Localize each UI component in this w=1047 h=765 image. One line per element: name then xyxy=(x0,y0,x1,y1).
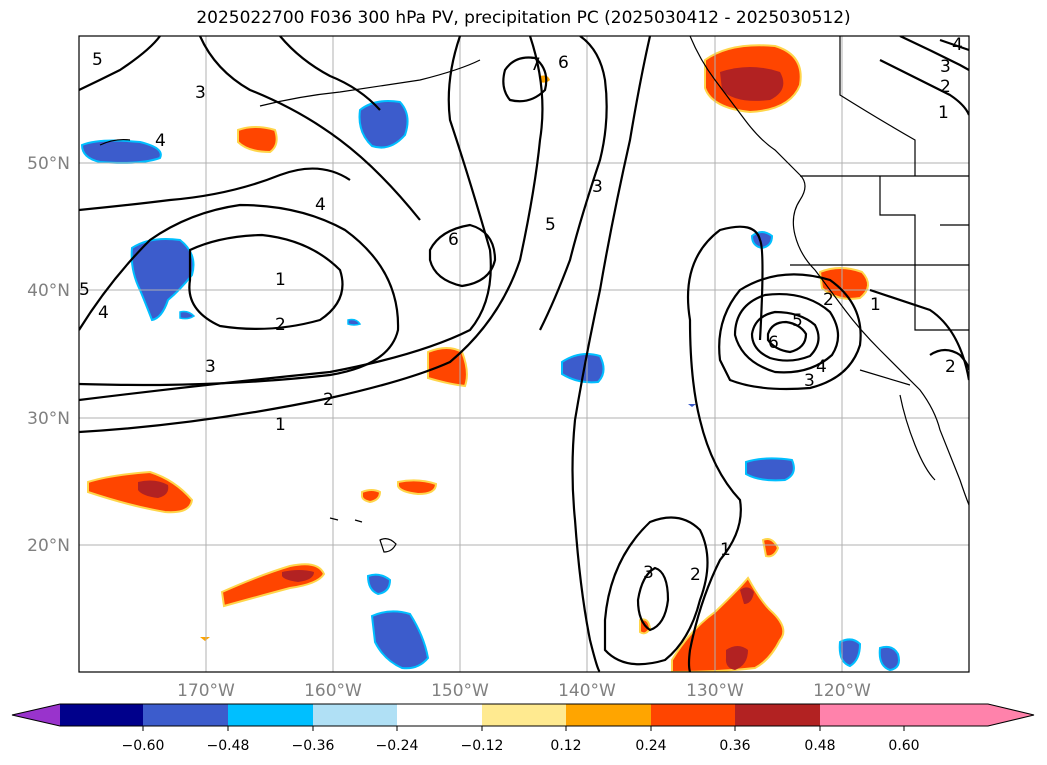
contour-label: 2 xyxy=(940,77,951,97)
colorbar-bin xyxy=(651,704,735,726)
contour-label: 5 xyxy=(792,311,803,331)
lat-label: 20°N xyxy=(27,536,70,556)
contour-label: 1 xyxy=(938,103,949,123)
lat-label: 30°N xyxy=(27,409,70,429)
plot-background xyxy=(79,36,969,672)
contour-label: 5 xyxy=(545,215,556,235)
colorbar-tick-label: −0.48 xyxy=(207,738,250,754)
colorbar-tick-label: −0.36 xyxy=(292,738,335,754)
colorbar-bin xyxy=(735,704,820,726)
colorbar-tick-label: −0.24 xyxy=(376,738,419,754)
contour-label: 1 xyxy=(720,540,731,560)
lat-label: 50°N xyxy=(27,154,70,174)
contour-label: 2 xyxy=(323,390,334,410)
lat-axis-labels: 50°N 40°N 30°N 20°N xyxy=(27,154,70,556)
colorbar-bin xyxy=(60,704,143,726)
contour-label: 1 xyxy=(275,415,286,435)
lon-label: 120°W xyxy=(813,681,871,701)
contour-label: 4 xyxy=(816,357,827,377)
lon-label: 130°W xyxy=(686,681,744,701)
contour-label: 3 xyxy=(643,563,654,583)
colorbar-bin xyxy=(566,704,651,726)
contour-label: 3 xyxy=(592,177,603,197)
contour-label: 1 xyxy=(275,270,286,290)
contour-label: 6 xyxy=(448,230,459,250)
colorbar-tick-label: −0.12 xyxy=(461,738,504,754)
colorbar-extend-low xyxy=(12,704,60,726)
contour-label: 5 xyxy=(79,280,90,300)
colorbar-bin xyxy=(313,704,397,726)
contour-label: 4 xyxy=(315,195,326,215)
contour-label: 5 xyxy=(92,50,103,70)
colorbar-bin xyxy=(482,704,566,726)
colorbar-bin xyxy=(143,704,228,726)
precip-negative-regions xyxy=(80,100,900,672)
map-title: 2025022700 F036 300 hPa PV, precipitatio… xyxy=(196,8,851,28)
gridlines xyxy=(79,36,969,672)
pv-contours xyxy=(79,36,969,672)
contour-label: 3 xyxy=(804,371,815,391)
lon-label: 140°W xyxy=(558,681,616,701)
lon-label: 170°W xyxy=(177,681,235,701)
contour-label: 2 xyxy=(275,315,286,335)
contour-label: 3 xyxy=(205,357,216,377)
contour-label: 6 xyxy=(558,53,569,73)
colorbar-bin xyxy=(397,704,482,726)
colorbar: −0.60 −0.48 −0.36 −0.24 −0.12 0.12 0.24 … xyxy=(11,703,1035,754)
contour-label: 3 xyxy=(940,57,951,77)
lon-axis-labels: 170°W 160°W 150°W 140°W 130°W 120°W xyxy=(177,681,871,701)
colorbar-tick-label: 0.24 xyxy=(635,738,666,754)
colorbar-tick-label: 0.60 xyxy=(888,738,919,754)
colorbar-extend-high xyxy=(904,704,1034,726)
contour-labels: 1 1 1 1 1 2 2 2 2 2 2 3 3 3 3 3 3 4 4 4 … xyxy=(79,35,963,585)
lon-label: 150°W xyxy=(431,681,489,701)
colorbar-tick-label: −0.60 xyxy=(122,738,165,754)
colorbar-tick-label: 0.36 xyxy=(719,738,750,754)
colorbar-tick-label: 0.12 xyxy=(550,738,581,754)
lat-label: 40°N xyxy=(27,281,70,301)
precip-positive-regions xyxy=(87,44,869,672)
contour-label: 2 xyxy=(945,357,956,377)
colorbar-tick-label: 0.48 xyxy=(804,738,835,754)
contour-label: 1 xyxy=(870,295,881,315)
plot-frame xyxy=(78,35,970,673)
colorbar-bin xyxy=(820,704,904,726)
lon-label: 160°W xyxy=(304,681,362,701)
colorbar-bin xyxy=(228,704,313,726)
contour-label: 4 xyxy=(952,35,963,55)
contour-label: 6 xyxy=(768,333,779,353)
contour-label: 7 xyxy=(530,55,541,75)
contour-label: 2 xyxy=(690,565,701,585)
coastlines xyxy=(99,36,969,553)
contour-label: 3 xyxy=(195,83,206,103)
contour-label: 4 xyxy=(155,131,166,151)
contour-label: 4 xyxy=(98,303,109,323)
contour-label: 2 xyxy=(823,290,834,310)
